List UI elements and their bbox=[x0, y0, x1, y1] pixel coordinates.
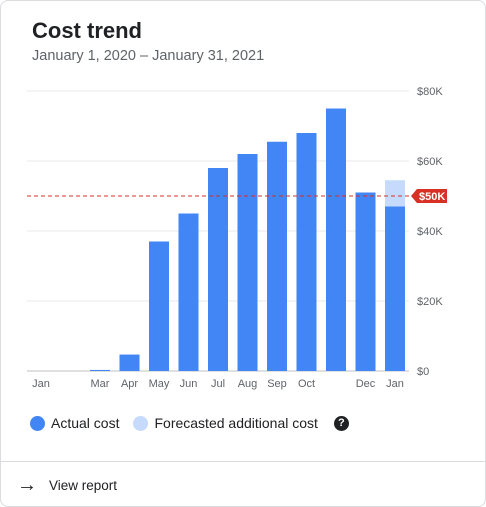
bar-forecast bbox=[385, 180, 405, 207]
bar-actual bbox=[385, 206, 405, 371]
bar-actual bbox=[237, 154, 258, 371]
legend-label-forecast: Forecasted additional cost bbox=[154, 415, 318, 431]
y-tick-label: $60K bbox=[417, 156, 443, 168]
x-tick-label: Dec bbox=[356, 378, 376, 390]
card-title: Cost trend bbox=[32, 18, 142, 43]
bar-actual bbox=[90, 369, 110, 371]
help-circle-icon[interactable]: ? bbox=[333, 415, 349, 431]
legend-item-actual: Actual cost bbox=[30, 415, 119, 431]
x-tick-label: Aug bbox=[238, 378, 258, 390]
y-tick-label: $80K bbox=[417, 86, 443, 98]
x-tick-label: May bbox=[149, 378, 170, 390]
x-tick-label: Mar bbox=[91, 378, 110, 390]
bar-actual bbox=[208, 168, 228, 371]
arrow-right-icon: → bbox=[17, 474, 37, 496]
bar-actual bbox=[149, 241, 169, 371]
budget-label-tag bbox=[411, 189, 447, 203]
y-tick-label: $20K bbox=[417, 296, 443, 308]
legend-label-actual: Actual cost bbox=[51, 415, 120, 431]
bar-actual bbox=[355, 192, 376, 371]
y-tick-label: $0 bbox=[417, 366, 429, 378]
chart-legend: Actual cost Forecasted additional cost ? bbox=[30, 413, 349, 433]
bar-actual bbox=[326, 108, 346, 371]
x-tick-label: Jan bbox=[386, 378, 404, 390]
footer-divider bbox=[1, 461, 485, 462]
x-tick-label: Jan bbox=[32, 378, 50, 390]
date-range: January 1, 2020 – January 31, 2021 bbox=[32, 48, 265, 64]
cost-trend-chart: $0 $20K $40K $60K $80K Jan Mar Apr May Jun Jul Aug S… bbox=[27, 86, 447, 390]
bar-actual bbox=[178, 213, 199, 371]
legend-swatch-actual bbox=[30, 415, 45, 431]
legend-item-forecast: Forecasted additional cost bbox=[133, 415, 318, 431]
view-report-label: View report bbox=[49, 477, 118, 493]
x-tick-label: Sep bbox=[267, 378, 287, 390]
bar-actual bbox=[119, 354, 140, 371]
bar-actual bbox=[267, 141, 287, 371]
legend-swatch-forecast bbox=[133, 415, 149, 431]
view-report-link[interactable]: → View report bbox=[13, 470, 121, 500]
bar-actual bbox=[296, 133, 317, 371]
x-tick-label: Oct bbox=[298, 378, 315, 390]
x-tick-label: Jul bbox=[211, 378, 225, 390]
x-tick-label: Apr bbox=[121, 378, 138, 390]
x-tick-label: Jun bbox=[180, 378, 198, 390]
budget-label: $50K bbox=[419, 191, 445, 203]
y-tick-label: $40K bbox=[417, 226, 443, 238]
